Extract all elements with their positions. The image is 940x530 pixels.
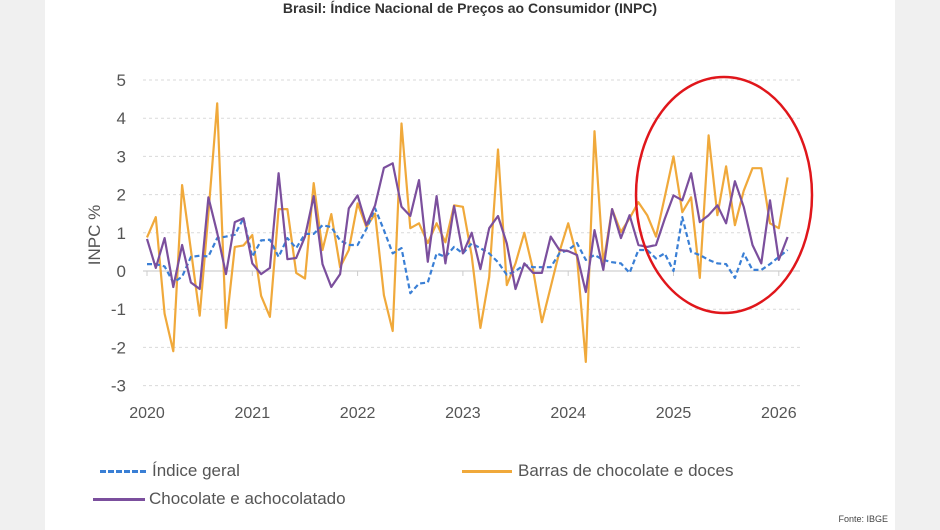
x-tick-label: 2020	[129, 405, 165, 422]
y-tick-label: 4	[117, 109, 126, 128]
series-line-2	[145, 162, 789, 294]
legend-label: Índice geral	[152, 461, 240, 480]
highlight-ellipse	[634, 75, 814, 315]
series-line-0	[147, 207, 789, 295]
x-tick-label: 2021	[235, 405, 271, 422]
legend-swatch-purple	[93, 497, 145, 501]
x-tick-label: 2022	[340, 405, 376, 422]
y-tick-label: -2	[111, 338, 126, 357]
legend-item-barras: Barras de chocolate e doces	[322, 461, 733, 481]
y-tick-label: 2	[117, 186, 126, 205]
x-tick-label: 2023	[445, 405, 481, 422]
legend-swatch-dashed	[100, 469, 146, 473]
series-line-1	[145, 102, 789, 363]
y-axis-label: INPC %	[85, 205, 104, 265]
legend-item-indice-geral: Índice geral	[100, 461, 240, 481]
y-tick-label: 1	[117, 224, 126, 243]
y-tick-label: -1	[111, 300, 126, 319]
chart-title: Brasil: Índice Nacional de Preços ao Con…	[282, 0, 658, 16]
y-tick-label: 0	[117, 262, 126, 281]
legend-item-chocolate: Chocolate e achocolatado	[93, 489, 346, 509]
legend-label: Barras de chocolate e doces	[518, 461, 734, 480]
legend-label: Chocolate e achocolatado	[149, 489, 346, 508]
x-tick-label: 2024	[550, 405, 586, 422]
y-tick-label: -3	[111, 377, 126, 396]
y-tick-label: 3	[117, 147, 126, 166]
x-tick-label: 2026	[761, 405, 797, 422]
source-note: Fonte: IBGE	[838, 514, 888, 524]
y-tick-label: 5	[117, 71, 126, 90]
x-tick-label: 2025	[656, 405, 692, 422]
legend-swatch-orange	[462, 469, 512, 473]
